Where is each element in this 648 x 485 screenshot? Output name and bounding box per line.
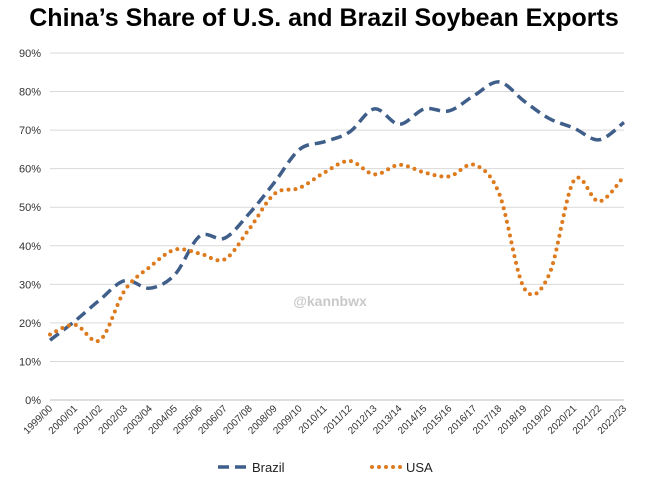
y-tick-label: 20%: [19, 318, 41, 330]
y-tick-label: 80%: [19, 87, 41, 99]
series-brazil: [48, 80, 626, 342]
y-tick-label: 60%: [19, 164, 41, 176]
y-tick-label: 70%: [19, 125, 41, 137]
grid-layer: [50, 52, 624, 401]
legend-label-brazil: Brazil: [252, 460, 285, 475]
series-usa: [48, 159, 626, 344]
y-tick-label: 90%: [19, 48, 41, 60]
series-layer: [48, 80, 626, 344]
y-tick-label: 10%: [19, 356, 41, 368]
chart-title: China’s Share of U.S. and Brazil Soybean…: [29, 4, 619, 32]
y-tick-label: 30%: [19, 279, 41, 291]
y-tick-label: 40%: [19, 241, 41, 253]
series-line-brazil: [48, 80, 626, 342]
y-tick-label: 0%: [25, 395, 41, 407]
y-axis: 0% 10% 20% 30% 40% 50% 60% 70% 80% 90%: [19, 48, 41, 407]
legend-label-usa: USA: [406, 460, 433, 475]
y-tick-label: 50%: [19, 202, 41, 214]
x-axis: 1999/002000/012001/022002/032003/042004/…: [22, 403, 630, 437]
watermark: @kannbwx: [293, 293, 367, 309]
series-line-usa: [48, 159, 626, 344]
legend: Brazil USA: [218, 460, 433, 475]
